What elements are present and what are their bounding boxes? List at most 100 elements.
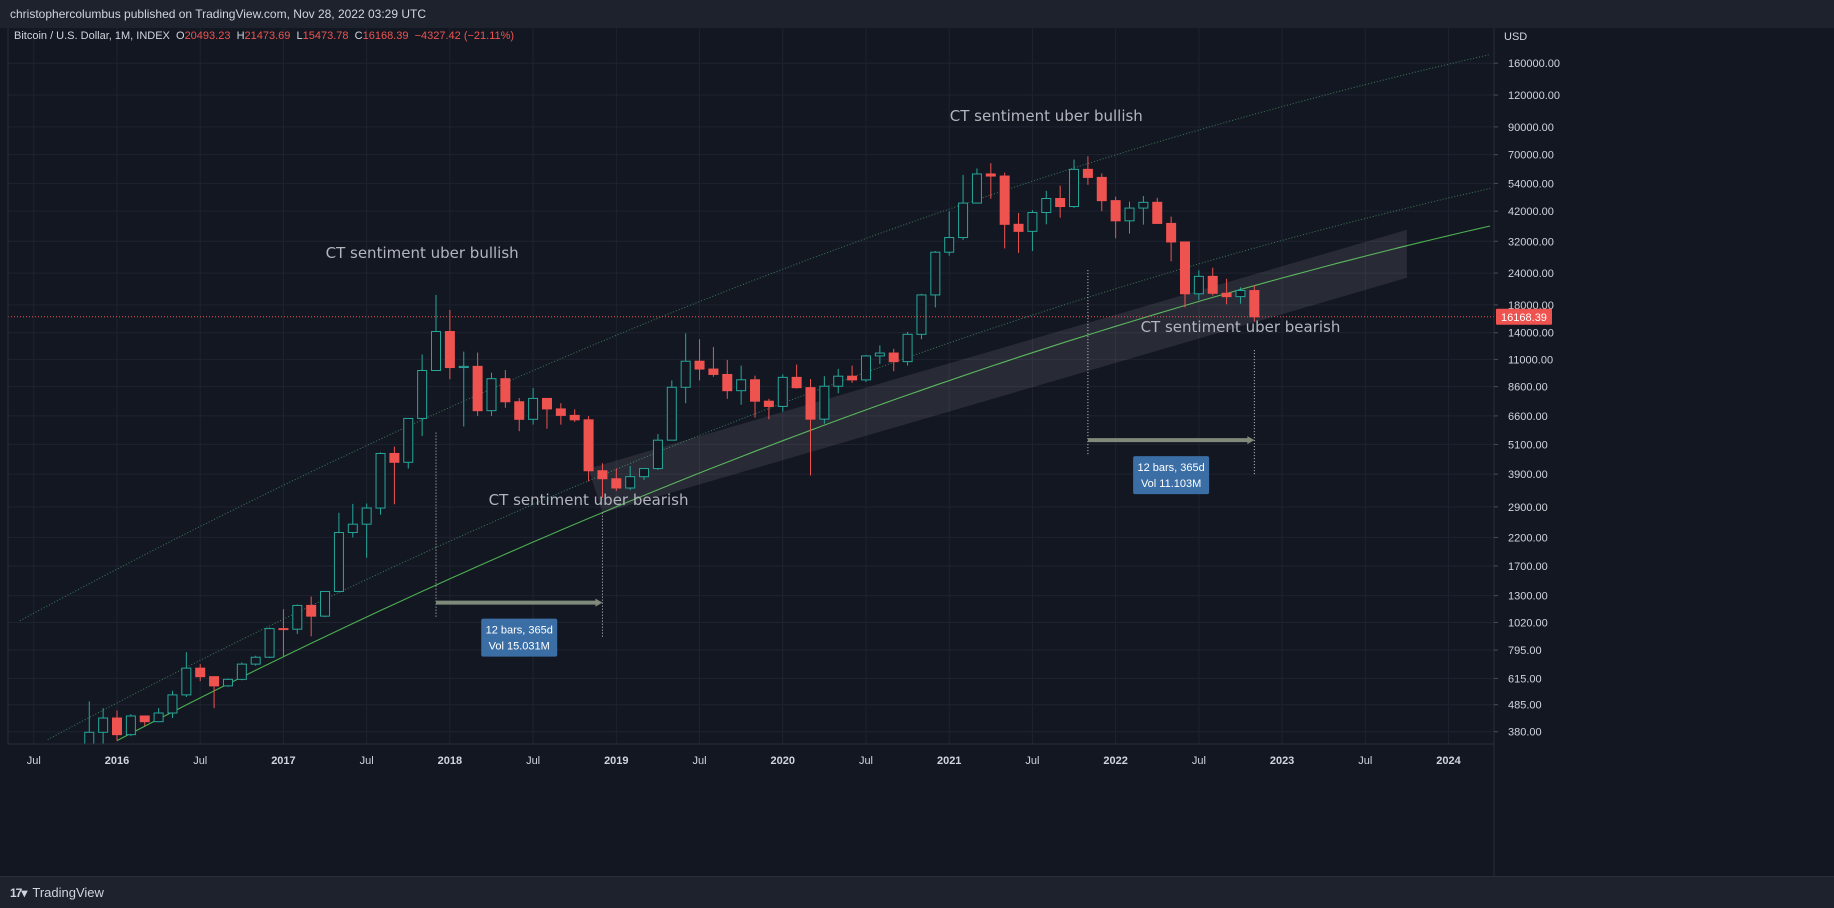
candle-body[interactable] — [680, 360, 691, 388]
candle-body[interactable] — [763, 400, 774, 407]
candle-body[interactable] — [292, 604, 303, 630]
candle-body[interactable] — [1041, 198, 1052, 214]
candle-body[interactable] — [389, 452, 400, 463]
candle-body[interactable] — [1082, 168, 1093, 178]
candle-body[interactable] — [791, 376, 802, 389]
candle-body[interactable] — [486, 378, 497, 412]
candle-body[interactable] — [1138, 201, 1149, 209]
candle-body[interactable] — [902, 333, 913, 363]
candle-body[interactable] — [431, 331, 442, 371]
candle-body[interactable] — [306, 604, 317, 617]
candle-body[interactable] — [541, 397, 552, 410]
candle-body[interactable] — [985, 173, 996, 177]
candle-body[interactable] — [278, 628, 289, 631]
candle-body[interactable] — [944, 237, 955, 253]
candle-body[interactable] — [555, 408, 566, 416]
candle-body[interactable] — [403, 417, 414, 463]
candle-body[interactable] — [417, 369, 428, 419]
candle-body[interactable] — [1235, 290, 1246, 298]
candle-body[interactable] — [930, 251, 941, 296]
candle-body[interactable] — [1179, 241, 1190, 295]
candle-body[interactable] — [569, 414, 580, 421]
time-tick-label: Jul — [1192, 755, 1206, 767]
candle-body[interactable] — [1110, 200, 1121, 222]
candle-body[interactable] — [181, 667, 192, 696]
candle-body[interactable] — [611, 478, 622, 489]
candle-body[interactable] — [139, 715, 150, 723]
candle-body[interactable] — [264, 628, 275, 658]
candle-body[interactable] — [444, 331, 455, 369]
time-tick-label: 2018 — [438, 755, 462, 767]
candle-body[interactable] — [583, 419, 594, 472]
candle-body[interactable] — [597, 470, 608, 480]
candle-body[interactable] — [528, 397, 539, 420]
candle-body[interactable] — [736, 379, 747, 392]
candle-body[interactable] — [236, 663, 247, 680]
time-tick-label: 2023 — [1270, 755, 1294, 767]
candle-body[interactable] — [250, 656, 261, 665]
candle-body[interactable] — [860, 355, 871, 381]
candle-body[interactable] — [805, 387, 816, 420]
candle-body[interactable] — [500, 378, 511, 403]
candle-body[interactable] — [874, 352, 885, 357]
candle-body[interactable] — [750, 379, 761, 402]
candle-body[interactable] — [320, 590, 331, 617]
candle-body[interactable] — [1055, 198, 1066, 208]
candle-body[interactable] — [971, 173, 982, 204]
candle-body[interactable] — [361, 507, 372, 525]
candle-body[interactable] — [1249, 290, 1260, 318]
candle-body[interactable] — [1096, 176, 1107, 202]
candle-body[interactable] — [98, 717, 109, 733]
candle-body[interactable] — [1166, 222, 1177, 243]
candle-body[interactable] — [333, 532, 344, 592]
candle-body[interactable] — [1027, 212, 1038, 232]
candle-body[interactable] — [666, 386, 677, 441]
price-axis[interactable] — [1494, 28, 1834, 876]
candle-body[interactable] — [916, 294, 927, 335]
time-tick-label: 2019 — [604, 755, 628, 767]
candle-body[interactable] — [347, 523, 358, 534]
candle-body[interactable] — [847, 375, 858, 381]
ohlc-legend[interactable]: Bitcoin / U.S. Dollar, 1M, INDEX O20493.… — [14, 30, 514, 42]
candle-body[interactable] — [153, 712, 164, 723]
sentiment-annotation: CT sentiment uber bullish — [326, 244, 519, 262]
candle-body[interactable] — [195, 667, 206, 678]
candle-body[interactable] — [625, 476, 636, 489]
candle-body[interactable] — [958, 202, 969, 239]
candle-body[interactable] — [999, 175, 1010, 225]
candle-body[interactable] — [514, 401, 525, 420]
price-tick-label: 8600.00 — [1508, 382, 1548, 394]
candle-body[interactable] — [209, 676, 220, 687]
candle-body[interactable] — [819, 385, 830, 420]
candle-body[interactable] — [1207, 275, 1218, 294]
candle-body[interactable] — [694, 360, 705, 370]
candle-body[interactable] — [708, 368, 719, 375]
candle-body[interactable] — [222, 678, 233, 687]
candle-body[interactable] — [1124, 207, 1135, 222]
candle-body[interactable] — [125, 715, 136, 736]
time-axis[interactable] — [0, 744, 1494, 876]
candle-body[interactable] — [472, 365, 483, 412]
time-tick-label: Jul — [526, 755, 540, 767]
candle-body[interactable] — [833, 375, 844, 387]
tradingview-logo[interactable]: 17▾ TradingView — [10, 885, 104, 900]
candle-body[interactable] — [112, 717, 122, 736]
candle-body[interactable] — [1193, 275, 1204, 295]
candle-body[interactable] — [375, 452, 386, 509]
candle-body[interactable] — [652, 439, 663, 470]
candle-body[interactable] — [1152, 201, 1163, 224]
candle-body[interactable] — [167, 694, 178, 714]
measure-bars-label: 12 bars, 365d — [1137, 462, 1204, 474]
candle-body[interactable] — [1013, 223, 1024, 232]
candle-body[interactable] — [888, 352, 899, 363]
candle-body[interactable] — [639, 468, 650, 478]
measure-label-box[interactable] — [481, 618, 558, 657]
candle-body[interactable] — [777, 376, 788, 407]
measure-arrowhead — [1247, 436, 1255, 445]
candle-body[interactable] — [722, 373, 733, 392]
candle-body[interactable] — [1221, 292, 1232, 298]
measure-label-box[interactable] — [1133, 456, 1210, 495]
price-chart[interactable]: 12 bars, 365d Vol 15.031M 12 bars, 365d Vol… — [0, 28, 1834, 876]
candle-body[interactable] — [1069, 168, 1080, 208]
candle-body[interactable] — [458, 365, 469, 369]
